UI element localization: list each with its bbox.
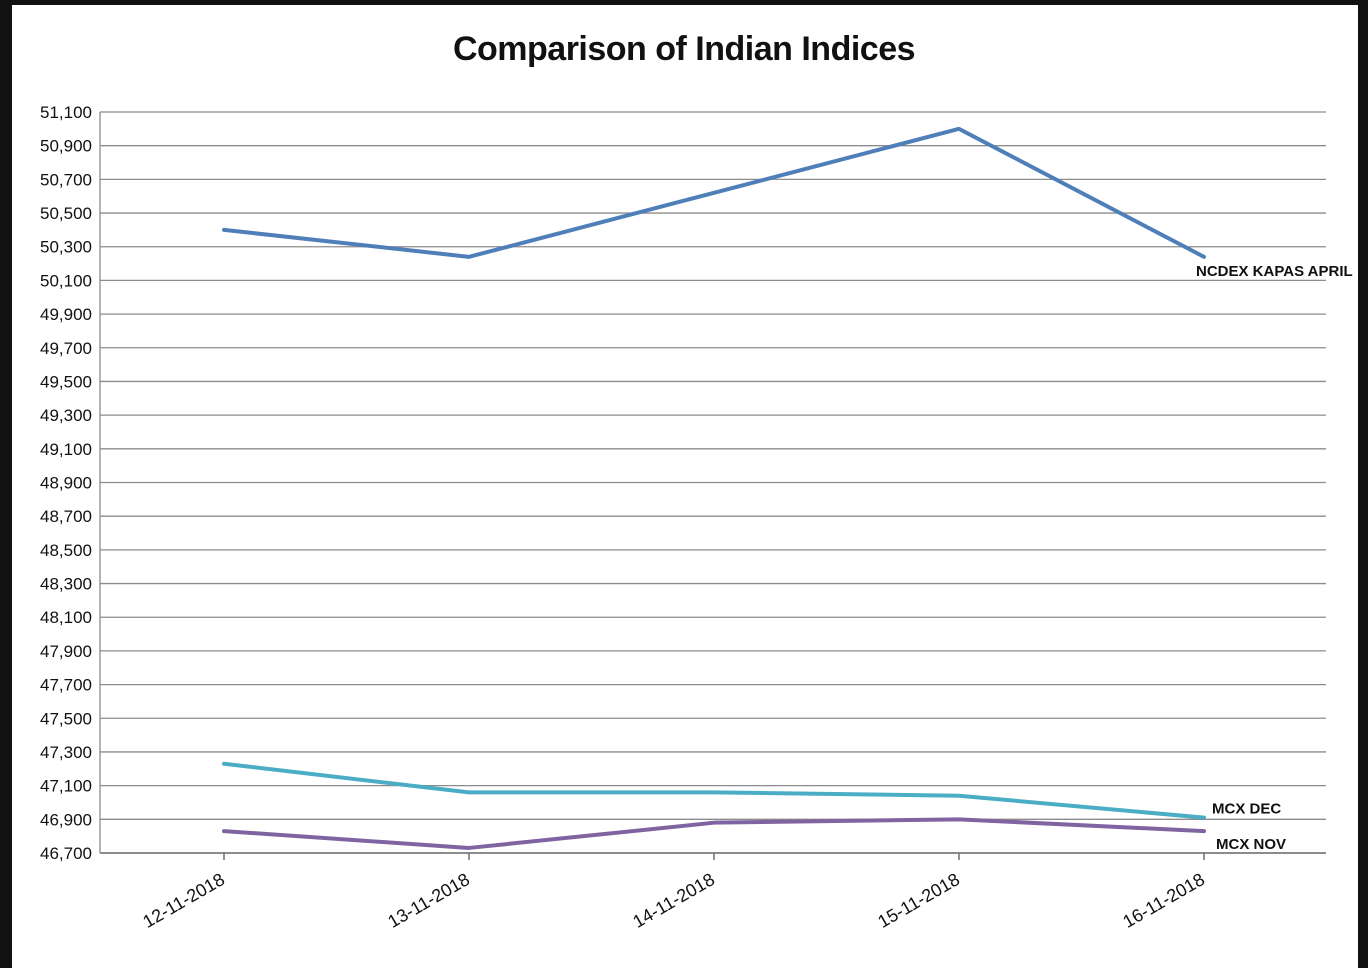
y-tick-label: 46,900 [40,810,92,829]
y-tick-label: 48,500 [40,541,92,560]
series-label: NCDEX KAPAS APRIL [1196,263,1353,280]
series-label: MCX DEC [1212,801,1281,818]
series-line [222,761,1206,820]
x-tick-label: 13-11-2018 [384,869,473,932]
chart-title: Comparison of Indian Indices [452,30,916,68]
x-tick-label: 15-11-2018 [874,869,963,932]
y-tick-label: 49,900 [40,305,92,324]
x-tick-label: 12-11-2018 [139,869,228,932]
y-tick-label: 50,500 [40,204,92,223]
series-labels: NCDEX KAPAS APRIL MCX DEC MCX NOV [1196,263,1353,853]
series-label: MCX NOV [1216,836,1286,853]
x-tick-label: 16-11-2018 [1119,869,1208,932]
y-tick-label: 49,700 [40,339,92,358]
series-lines [222,126,1206,850]
y-tick-label: 48,100 [40,608,92,627]
y-tick-label: 47,100 [40,777,92,796]
y-tick-label: 49,500 [40,372,92,391]
y-tick-label: 47,500 [40,709,92,728]
y-tick-label: 49,100 [40,440,92,459]
y-axis: 51,100 50,900 50,700 50,500 50,300 50,100 49,9… [40,103,101,863]
y-tick-label: 50,100 [40,271,92,290]
y-tick-label: 48,300 [40,575,92,594]
y-tick-label: 47,900 [40,642,92,661]
y-tick-label: 50,900 [40,137,92,156]
y-tick-label: 50,300 [40,238,92,257]
y-tick-label: 46,700 [40,844,92,863]
y-tick-label: 47,300 [40,743,92,762]
x-axis: 12-11-2018 13-11-2018 14-11-2018 15-11-2018… [100,852,1326,932]
series-line [222,817,1206,850]
y-tick-label: 51,100 [40,103,92,122]
y-tick-label: 50,700 [40,170,92,189]
y-tick-label: 49,300 [40,406,92,425]
y-tick-label: 48,700 [40,507,92,526]
x-tick-label: 14-11-2018 [629,869,718,932]
y-tick-label: 47,700 [40,676,92,695]
y-tick-label: 48,900 [40,474,92,493]
